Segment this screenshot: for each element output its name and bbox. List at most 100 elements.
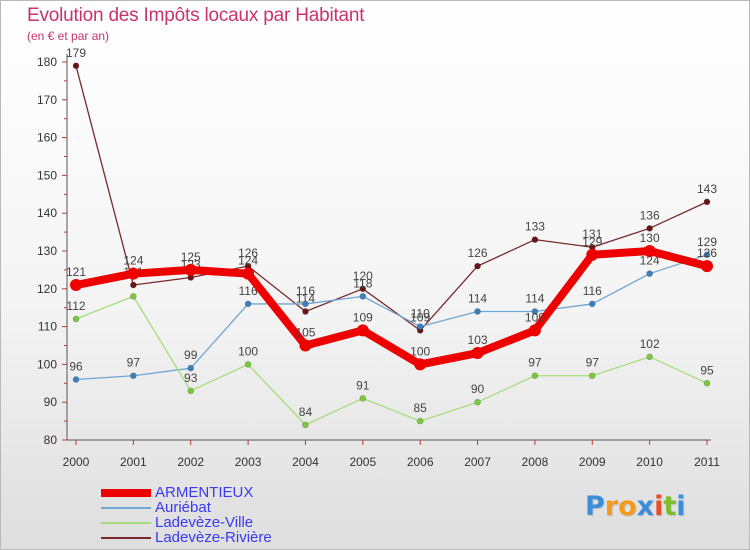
chart-title: Evolution des Impôts locaux par Habitant <box>27 5 365 26</box>
data-label-ladeveze-riviere: 114 <box>296 291 315 305</box>
data-point-ladeveze-ville <box>359 395 367 402</box>
data-label-ladeveze-riviere: 126 <box>238 246 258 260</box>
data-point-ladeveze-ville <box>72 315 80 323</box>
legend-label: Auriébat <box>155 499 211 516</box>
chart-legend: ARMENTIEUX Auriébat Ladevèze-Ville Ladevèze… <box>101 485 272 545</box>
data-point-ladeveze-ville <box>703 379 711 387</box>
y-tick-label: 180 <box>37 55 57 69</box>
y-tick-label: 140 <box>37 206 57 220</box>
data-label-auriebat: 116 <box>239 284 258 298</box>
logo-letter: i <box>654 491 664 522</box>
data-label-armentieux: 129 <box>582 235 602 249</box>
data-label-ladeveze-ville: 102 <box>640 337 660 351</box>
data-point-ladeveze-riviere <box>72 62 80 70</box>
data-point-armentieux <box>528 324 541 337</box>
data-label-auriebat: 116 <box>583 284 602 298</box>
data-point-auriebat <box>474 308 481 315</box>
data-point-ladeveze-ville <box>588 372 596 380</box>
data-point-ladeveze-ville <box>187 387 195 395</box>
data-point-armentieux <box>70 279 82 292</box>
data-label-ladeveze-ville: 85 <box>414 401 428 415</box>
data-label-ladeveze-riviere: 120 <box>353 269 373 283</box>
data-label-ladeveze-riviere: 109 <box>410 310 430 324</box>
x-tick-label: 2003 <box>235 455 262 469</box>
y-tick-label: 120 <box>37 282 57 296</box>
logo-letter: i <box>676 491 686 522</box>
data-point-ladeveze-ville <box>416 417 424 425</box>
data-label-ladeveze-riviere: 143 <box>697 182 717 196</box>
chart-subtitle: (en € et par an) <box>27 29 110 43</box>
data-point-armentieux <box>242 267 255 280</box>
y-tick-label: 150 <box>37 168 57 182</box>
data-point-armentieux <box>356 324 369 337</box>
x-tick-label: 2008 <box>522 455 549 469</box>
data-label-ladeveze-ville: 93 <box>184 371 198 385</box>
data-point-armentieux <box>471 347 484 360</box>
y-tick-label: 130 <box>37 244 57 258</box>
x-tick-label: 2005 <box>349 455 376 469</box>
y-tick-label: 110 <box>38 320 57 334</box>
data-point-armentieux <box>586 248 599 261</box>
data-point-ladeveze-riviere <box>646 225 653 232</box>
data-label-armentieux: 109 <box>353 310 373 324</box>
data-point-auriebat <box>359 293 367 300</box>
legend-label: Ladevèze-Rivière <box>155 529 272 546</box>
data-point-auriebat <box>244 300 252 308</box>
data-label-auriebat: 99 <box>184 348 198 362</box>
data-point-armentieux <box>184 263 197 276</box>
data-label-armentieux: 121 <box>66 265 86 279</box>
x-tick-label: 2001 <box>120 455 147 469</box>
y-tick-label: 170 <box>37 93 57 107</box>
x-tick-label: 2002 <box>177 455 204 469</box>
x-tick-label: 2007 <box>464 455 491 469</box>
data-point-armentieux <box>127 267 140 280</box>
data-label-auriebat: 97 <box>127 356 141 370</box>
logo-letter: x <box>636 491 655 522</box>
logo-letter: o <box>618 491 637 522</box>
data-label-armentieux: 126 <box>697 246 717 260</box>
data-point-auriebat <box>187 364 195 372</box>
data-point-auriebat <box>646 270 653 277</box>
data-label-armentieux: 109 <box>525 310 545 324</box>
data-point-armentieux <box>414 358 427 371</box>
x-tick-label: 2004 <box>292 455 319 469</box>
y-tick-label: 80 <box>44 433 58 447</box>
data-label-ladeveze-riviere: 126 <box>468 246 488 260</box>
legend-swatch <box>101 506 151 509</box>
x-tick-label: 2000 <box>63 455 90 469</box>
data-point-armentieux <box>701 260 713 273</box>
data-point-ladeveze-ville <box>244 361 252 368</box>
data-point-auriebat <box>416 323 424 330</box>
data-point-ladeveze-riviere <box>474 262 481 270</box>
data-label-auriebat: 114 <box>468 291 487 305</box>
data-point-ladeveze-ville <box>646 353 653 361</box>
data-point-ladeveze-riviere <box>302 308 309 315</box>
legend-swatch <box>101 521 151 524</box>
legend-item: Ladevèze-Ville <box>101 515 272 530</box>
data-label-armentieux: 124 <box>123 254 143 268</box>
data-point-auriebat <box>72 376 80 383</box>
legend-swatch <box>101 488 151 497</box>
data-label-ladeveze-riviere: 131 <box>582 227 602 241</box>
data-label-ladeveze-ville: 90 <box>471 382 485 396</box>
data-point-auriebat <box>531 308 539 315</box>
x-tick-label: 2009 <box>579 455 606 469</box>
data-point-auriebat <box>703 251 711 259</box>
data-label-armentieux: 124 <box>238 254 258 268</box>
data-point-ladeveze-riviere <box>130 281 137 289</box>
data-label-ladeveze-ville: 84 <box>299 405 313 419</box>
legend-item: Ladevèze-Rivière <box>101 530 272 545</box>
data-label-ladeveze-riviere: 179 <box>66 46 86 60</box>
data-label-ladeveze-riviere: 133 <box>525 220 545 234</box>
legend-label: Ladevèze-Ville <box>155 514 254 531</box>
logo-letter: P <box>585 491 605 522</box>
data-label-ladeveze-ville: 95 <box>700 363 714 377</box>
data-label-ladeveze-ville: 97 <box>586 356 600 370</box>
data-point-auriebat <box>130 372 137 380</box>
legend-label: ARMENTIEUX <box>155 484 254 501</box>
data-label-auriebat: 129 <box>697 235 717 249</box>
proxiti-logo: Proxiti <box>585 491 686 522</box>
legend-item: Auriébat <box>101 500 272 515</box>
legend-swatch <box>101 536 151 539</box>
